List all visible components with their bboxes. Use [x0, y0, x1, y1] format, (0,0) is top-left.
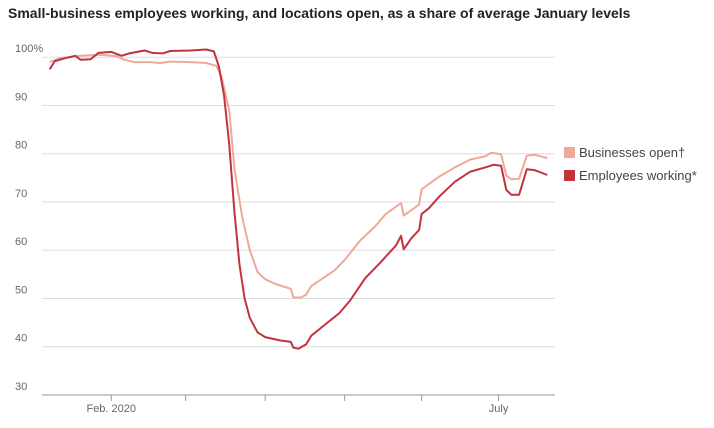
y-tick-label: 50 [15, 284, 27, 296]
y-tick-label: 70 [15, 188, 27, 200]
y-tick-label: 30 [15, 381, 27, 393]
legend-label: Employees working* [579, 168, 697, 183]
y-tick-label: 80 [15, 140, 27, 152]
chart-title: Small-business employees working, and lo… [8, 5, 631, 21]
y-tick-label: 90 [15, 91, 27, 103]
y-tick-label: 100% [15, 43, 43, 55]
x-tick-label: July [489, 403, 509, 415]
legend-swatch [564, 147, 575, 158]
y-tick-label: 40 [15, 333, 27, 345]
legend-swatch [564, 170, 575, 181]
series-line [48, 48, 548, 350]
x-tick-label: Feb. 2020 [86, 403, 136, 415]
y-tick-label: 60 [15, 236, 27, 248]
series-line [49, 53, 548, 299]
legend-label: Businesses open† [579, 145, 685, 160]
